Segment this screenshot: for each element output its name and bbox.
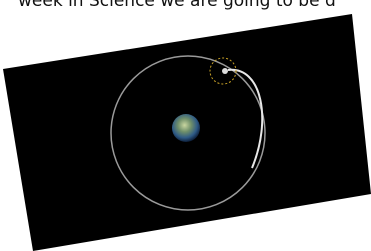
space-image <box>0 0 371 251</box>
moon <box>222 68 228 74</box>
earth <box>172 114 200 142</box>
document-page: week in Science we are going to be d {"t… <box>0 0 371 251</box>
